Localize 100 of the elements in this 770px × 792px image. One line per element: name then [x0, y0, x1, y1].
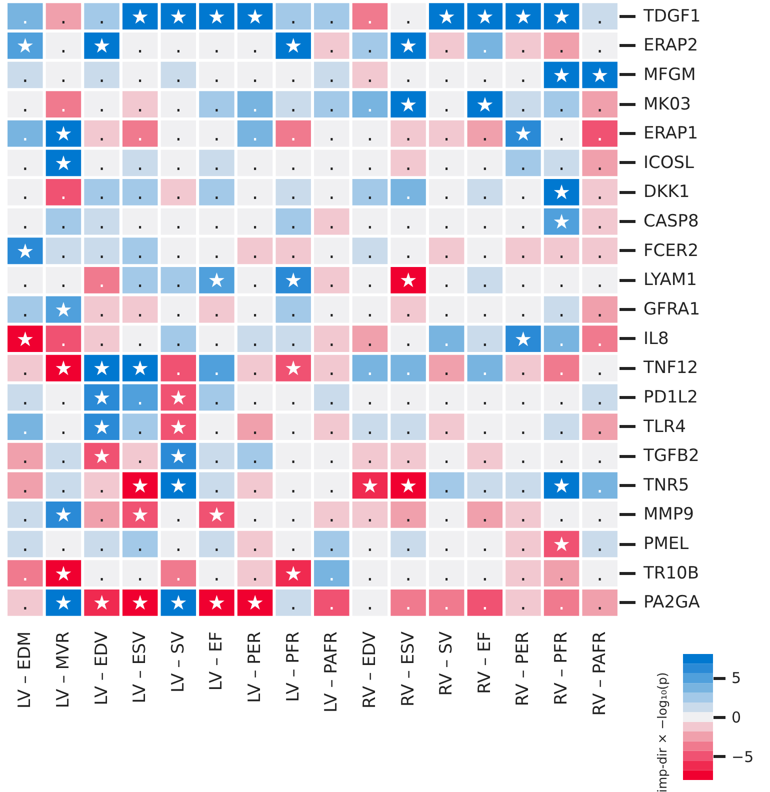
data-label: . [443, 414, 450, 439]
data-label: . [175, 532, 182, 556]
data-label: . [22, 268, 28, 292]
data-label: ★ [16, 238, 34, 263]
data-label: . [328, 180, 335, 204]
data-label: . [290, 238, 297, 263]
data-label: . [482, 473, 488, 498]
data-label: . [520, 356, 526, 380]
data-label: . [136, 268, 144, 292]
data-label: ★ [399, 92, 418, 116]
data-label: . [443, 561, 450, 586]
data-label: . [596, 385, 604, 410]
data-label: . [520, 298, 526, 322]
y-tick-label: DKK1 [644, 182, 690, 202]
y-tick-label: ERAP1 [644, 124, 698, 144]
x-tick-label: RV – PFR [552, 631, 572, 706]
data-label: . [98, 180, 105, 204]
data-label: . [366, 34, 374, 58]
data-label: ★ [284, 356, 302, 380]
data-label: . [482, 62, 488, 87]
data-label: . [328, 150, 335, 175]
data-label: . [482, 502, 488, 527]
data-label: . [366, 590, 374, 615]
data-label: . [22, 532, 28, 556]
data-label: . [596, 298, 604, 322]
x-tick-label: LV – MVR [53, 631, 74, 708]
data-label: . [60, 180, 67, 204]
data-label: . [175, 122, 182, 146]
data-label: . [596, 356, 604, 380]
x-tick-label: LV – SV [168, 631, 188, 692]
data-label: . [405, 532, 412, 556]
color-bar-label: 0 [732, 708, 742, 726]
data-label: . [252, 122, 258, 146]
data-label: . [98, 268, 105, 292]
data-label: . [482, 561, 488, 586]
data-label: . [558, 356, 565, 380]
data-label: . [405, 590, 412, 615]
data-label: . [136, 62, 144, 87]
data-label: ★ [169, 414, 188, 439]
data-label: ★ [54, 298, 72, 322]
data-label: . [482, 326, 488, 351]
data-label: . [520, 92, 526, 116]
data-label: . [366, 122, 374, 146]
data-label: . [175, 34, 182, 58]
data-label: . [136, 444, 144, 468]
data-label: . [60, 238, 67, 263]
data-label: . [443, 122, 450, 146]
data-label: . [214, 62, 220, 87]
y-tick-label: MK03 [644, 94, 691, 114]
data-label: . [214, 92, 220, 116]
data-label: . [290, 210, 297, 234]
y-tick-label: LYAM1 [644, 270, 697, 290]
data-label: . [60, 414, 67, 439]
data-label: . [290, 444, 297, 468]
data-label: . [290, 92, 297, 116]
data-label: . [520, 502, 526, 527]
data-label: ★ [54, 150, 72, 175]
data-label: . [22, 561, 28, 586]
data-label: . [328, 122, 335, 146]
data-label: ★ [399, 268, 418, 292]
data-label: . [60, 326, 67, 351]
data-label: . [482, 238, 488, 263]
data-label: . [405, 298, 412, 322]
data-label: . [520, 210, 526, 234]
data-label: . [22, 210, 28, 234]
data-label: . [405, 414, 412, 439]
data-label: . [22, 4, 28, 28]
data-label: . [596, 444, 604, 468]
data-label: . [175, 180, 182, 204]
data-label: . [558, 444, 565, 468]
data-label: . [22, 92, 28, 116]
data-label: ★ [169, 473, 188, 498]
data-label: . [482, 34, 488, 58]
data-label: . [98, 238, 105, 263]
data-label: . [136, 92, 144, 116]
data-label: . [98, 298, 105, 322]
data-label: . [596, 561, 604, 586]
data-label: . [443, 180, 450, 204]
data-label: . [175, 150, 182, 175]
x-tick-label: RV – EDV [360, 631, 380, 708]
data-label: . [214, 532, 220, 556]
data-label: ★ [169, 385, 188, 410]
y-tick-label: MMP9 [644, 504, 694, 525]
data-label: . [328, 532, 335, 556]
data-label: . [405, 150, 412, 175]
data-label: . [290, 532, 297, 556]
data-label: . [596, 502, 604, 527]
data-label: ★ [54, 502, 72, 527]
data-label: . [596, 326, 604, 351]
data-label: . [136, 210, 144, 234]
data-label: . [443, 34, 450, 58]
data-label: ★ [54, 356, 72, 380]
data-label: . [136, 326, 144, 351]
data-label: . [596, 414, 604, 439]
data-label: ★ [131, 473, 150, 498]
data-label: . [405, 502, 412, 527]
data-label: . [252, 92, 258, 116]
data-label: . [520, 385, 526, 410]
data-label: . [482, 210, 488, 234]
data-label: . [98, 532, 105, 556]
